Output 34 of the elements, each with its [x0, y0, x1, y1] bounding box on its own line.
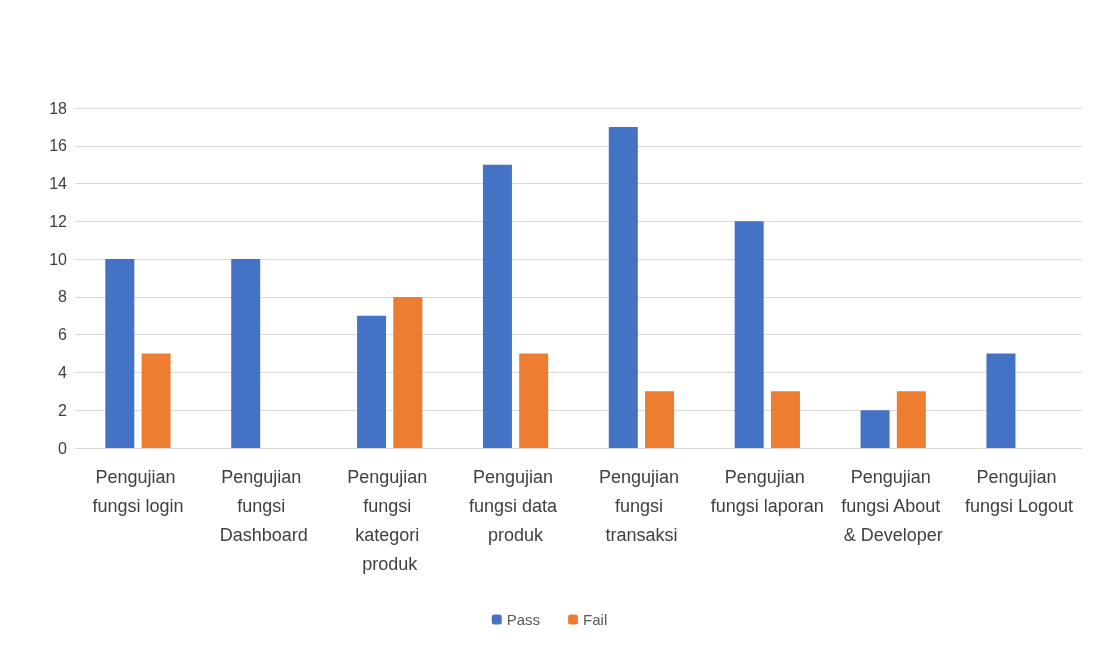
bar: [141, 353, 171, 448]
x-tick-label: Pengujian fungsi About & Developer: [841, 466, 946, 545]
x-tick-label: Pengujian fungsi login: [92, 466, 184, 516]
y-tick-label: 8: [58, 288, 68, 306]
bar: [734, 221, 764, 448]
y-tick-label: 10: [49, 250, 68, 268]
x-tick-label: Pengujian fungsi kategori produk: [347, 466, 433, 574]
y-tick-label: 16: [49, 137, 68, 155]
legend-label: Pass: [506, 611, 541, 628]
y-tick-label: 2: [58, 401, 68, 419]
x-tick-label: Pengujian fungsi laporan: [710, 466, 824, 516]
y-tick-label: 12: [49, 212, 68, 230]
bar: [482, 164, 512, 448]
bar: [231, 259, 261, 448]
x-tick-label: Pengujian fungsi Dashboard: [219, 466, 308, 545]
legend-label: Fail: [583, 611, 608, 628]
bar: [645, 391, 675, 448]
bar: [357, 315, 387, 448]
x-tick-label: Pengujian fungsi Logout: [965, 466, 1074, 516]
y-tick-label: 6: [58, 326, 68, 344]
y-tick-label: 14: [49, 175, 68, 193]
y-tick-label: 18: [49, 99, 68, 117]
bar: [105, 259, 135, 448]
bar: [986, 353, 1016, 448]
x-tick-label: Pengujian fungsi data produk: [469, 466, 563, 545]
bar: [770, 391, 800, 448]
bar: [896, 391, 926, 448]
bar: [393, 296, 423, 448]
y-tick-label: 4: [58, 363, 68, 381]
y-tick-label: 0: [58, 439, 68, 457]
bar: [519, 353, 549, 448]
bar: [860, 410, 890, 448]
x-tick-label: Pengujian fungsi transaksi: [598, 466, 684, 545]
bar: [608, 126, 638, 448]
